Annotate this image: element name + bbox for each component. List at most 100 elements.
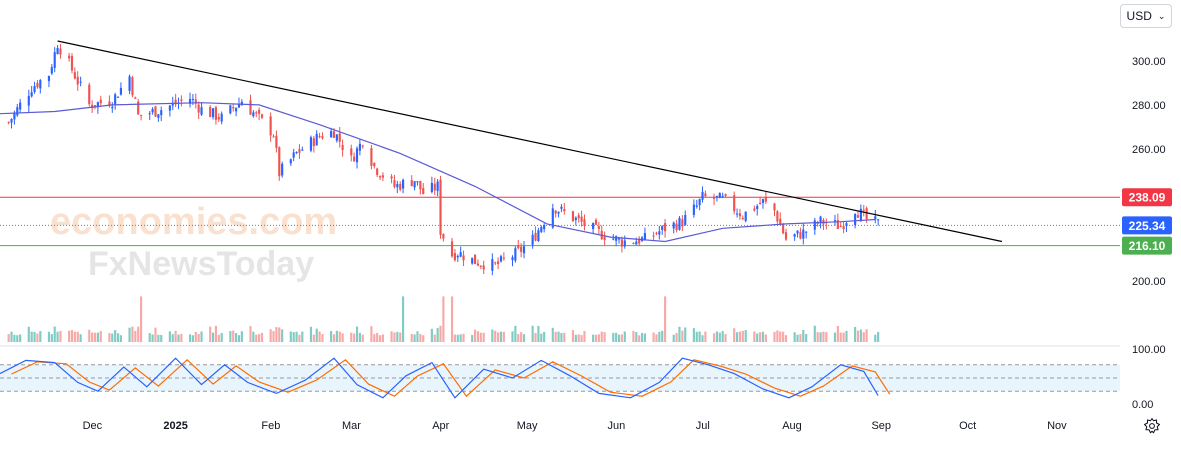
volume-bar xyxy=(413,334,416,342)
volume-bar xyxy=(652,332,655,342)
candle-body xyxy=(157,114,160,118)
candle-body xyxy=(845,223,848,227)
candle-body xyxy=(140,114,143,116)
candle-body xyxy=(330,131,333,138)
candle-body xyxy=(718,193,721,199)
volume-bar xyxy=(211,332,215,342)
candle-body xyxy=(353,156,356,162)
candle-body xyxy=(874,216,877,220)
candle-body xyxy=(554,210,557,214)
candle-body xyxy=(350,148,353,156)
price-labels: 238.09 225.34 216.10 xyxy=(1122,188,1172,255)
candle-body xyxy=(410,180,413,187)
candle-body xyxy=(638,238,641,244)
volume-bar xyxy=(240,331,243,342)
support-label-box xyxy=(1122,236,1172,255)
volume-bar xyxy=(664,296,667,342)
moving-average-line xyxy=(0,102,876,243)
candle-body xyxy=(833,220,837,222)
candles xyxy=(7,44,880,276)
candle-body xyxy=(30,92,33,97)
candle-body xyxy=(358,143,361,151)
volume-bar xyxy=(137,326,140,342)
candle-body xyxy=(188,99,192,104)
volume-bar xyxy=(272,331,275,342)
candle-body xyxy=(50,67,53,74)
candle-body xyxy=(764,197,767,202)
currency-selector[interactable]: USD ⌄ xyxy=(1120,4,1172,28)
volume-bar xyxy=(825,332,828,342)
gear-icon[interactable] xyxy=(1142,416,1162,436)
watermark: economies.com FxNewsToday xyxy=(50,201,337,283)
volume-bar xyxy=(675,333,678,342)
candle-body xyxy=(396,183,399,188)
support-label: 216.10 xyxy=(1129,239,1166,253)
stochastic-k-line xyxy=(0,357,879,399)
volume-bar xyxy=(672,334,675,342)
candle-body xyxy=(793,234,796,237)
time-tick-label: Nov xyxy=(1047,420,1067,432)
candle-body xyxy=(252,112,255,117)
candle-body xyxy=(56,48,59,54)
candle-body xyxy=(620,239,623,247)
volume-bar xyxy=(13,334,16,342)
volume-bar xyxy=(520,332,523,342)
candle-body xyxy=(603,236,606,240)
candle-body xyxy=(635,241,638,245)
volume-bar xyxy=(583,331,586,342)
volume-bar xyxy=(819,332,822,342)
volume-bar xyxy=(842,332,845,342)
volume-bar xyxy=(833,332,837,342)
volume-bar xyxy=(635,332,638,342)
volume-bar xyxy=(793,332,796,342)
candle-body xyxy=(456,255,459,258)
candle-body xyxy=(854,214,857,225)
volume-bar xyxy=(341,333,344,342)
candle-body xyxy=(439,179,442,235)
candle-body xyxy=(171,102,174,106)
candle-body xyxy=(378,176,382,178)
time-tick-label: Oct xyxy=(959,420,976,432)
candle-body xyxy=(643,233,647,241)
volume-bar xyxy=(439,325,442,342)
volume-bar xyxy=(56,331,59,342)
volume-bar xyxy=(865,329,868,342)
candle-body xyxy=(19,102,22,110)
volume-bar xyxy=(410,333,413,342)
candle-body xyxy=(632,242,635,244)
candle-body xyxy=(592,223,595,230)
volume-bar xyxy=(615,332,618,342)
candle-body xyxy=(615,236,618,241)
candle-body xyxy=(7,122,10,124)
volume-bar xyxy=(603,332,606,342)
volume-bar xyxy=(381,334,385,342)
candle-body xyxy=(784,232,788,240)
candle-body xyxy=(836,220,839,230)
axes: 300.00 280.00 260.00 200.00 100.00 0.00 Dec 202… xyxy=(83,56,1166,432)
watermark-economies: economies.com xyxy=(50,201,337,243)
stochastic-d-line xyxy=(11,358,891,398)
time-tick-label: 2025 xyxy=(163,420,187,432)
candle-body xyxy=(514,248,517,261)
volume-bar xyxy=(131,326,134,342)
volume-bar xyxy=(422,335,425,342)
candle-body xyxy=(413,181,416,188)
candle-body xyxy=(197,104,200,113)
volume-bar xyxy=(419,333,422,342)
candle-body xyxy=(332,131,336,138)
volume-bar xyxy=(617,334,621,342)
candle-body xyxy=(733,195,736,212)
volume-bar xyxy=(430,328,433,342)
volume-bar xyxy=(16,335,19,342)
candle-body xyxy=(537,230,540,242)
volume-bar xyxy=(784,335,788,342)
candle-body xyxy=(220,113,223,122)
price-tick-label: 280.00 xyxy=(1132,100,1166,112)
volume-bar xyxy=(309,326,313,342)
volume-bar xyxy=(353,333,356,342)
volume-bar xyxy=(453,334,456,342)
volume-bar xyxy=(134,330,137,342)
volume-bar xyxy=(140,296,143,342)
